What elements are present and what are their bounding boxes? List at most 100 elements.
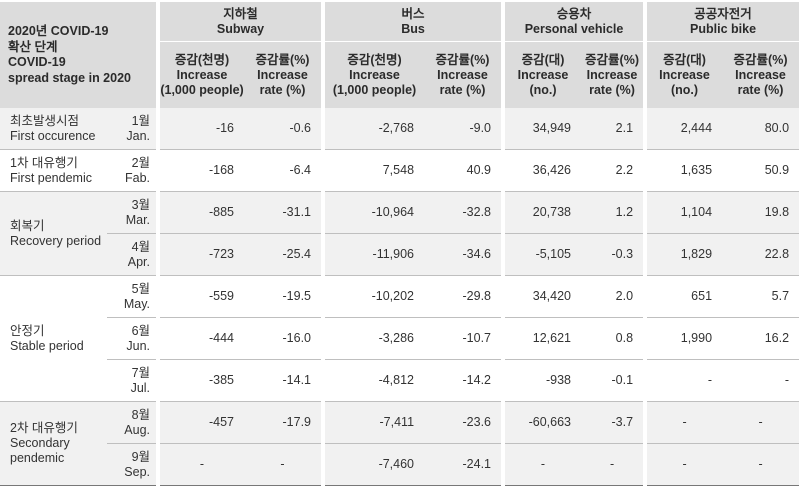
table-row: 6월 Jun. -444 -16.0 -3,286 -10.7 12,621 0.… [0,317,800,360]
value-cell: 16.2 [722,317,800,360]
month-cell: 6월 Jun. [107,317,161,360]
value-cell: -6.4 [244,149,326,192]
stage-title-line: 확산 단계 [8,39,58,54]
value-cell: 2.2 [581,149,648,192]
value-cell: -16 [158,108,245,150]
value-cell: -14.1 [244,359,326,402]
subcolumn-header: 증감률(%) Increase rate (%) [424,41,506,108]
table-row: 2차 대유행기 Secondary pendemic 8월 Aug. -457 -… [0,401,800,486]
value-cell: - [722,359,800,402]
value-cell: -60,663 [503,401,582,444]
month-cell: 7월 Jul. [107,359,161,402]
group-label-en: Subway [216,21,265,36]
value-cell: 20,738 [503,191,582,234]
value-cell: -2,768 [323,108,425,150]
value-cell: -7,411 [323,401,425,444]
group-label-en: Personal vehicle [524,21,624,36]
stage-title-line: 2020년 COVID-19 [8,24,109,38]
value-cell: -0.1 [581,359,648,402]
value-cell: -559 [158,275,245,318]
value-cell: -5,105 [503,233,582,276]
subcolumn-header: 증감률(%) Increase rate (%) [722,41,800,108]
value-cell: -10.7 [424,317,506,360]
value-cell: -938 [503,359,582,402]
value-cell: - [722,401,800,444]
table-row: 7월 Jul. -385 -14.1 -4,812 -14.2 -938 -0.1… [0,359,800,402]
value-cell: -10,202 [323,275,425,318]
stage-cell: 안정기 Stable period [0,275,107,402]
value-cell: -3,286 [323,317,425,360]
value-cell: -4,812 [323,359,425,402]
value-cell: -31.1 [244,191,326,234]
value-cell: - [645,443,723,486]
value-cell: 50.9 [722,149,800,192]
value-cell: - [503,443,582,486]
value-cell: 651 [645,275,723,318]
value-cell: -25.4 [244,233,326,276]
value-cell: 34,949 [503,108,582,150]
value-cell: - [645,401,723,444]
value-cell: 7,548 [323,149,425,192]
value-cell: -885 [158,191,245,234]
group-label-ko: 승용차 [556,6,592,21]
group-header-subway: 지하철 Subway [158,2,326,42]
value-cell: -0.6 [244,108,326,150]
value-cell: 5.7 [722,275,800,318]
value-cell: -17.9 [244,401,326,444]
month-cell: 2월 Fab. [107,149,161,192]
value-cell: 2,444 [645,108,723,150]
value-cell: -24.1 [424,443,506,486]
value-cell: - [244,443,326,486]
value-cell: -34.6 [424,233,506,276]
table-row: 최초발생시점 First occurence 1월 Jan. -16 -0.6 -… [0,108,800,150]
value-cell: - [158,443,245,486]
value-cell: -23.6 [424,401,506,444]
value-cell: 80.0 [722,108,800,150]
value-cell: 12,621 [503,317,582,360]
table-row: 9월 Sep. - - -7,460 -24.1 - - - - [0,443,800,486]
value-cell: 0.8 [581,317,648,360]
group-label-ko: 지하철 [223,6,258,21]
group-label-ko: 버스 [401,6,425,21]
group-label-en: Bus [401,21,425,36]
month-cell: 1월 Jan. [107,108,161,150]
value-cell: -168 [158,149,245,192]
value-cell: -444 [158,317,245,360]
stage-title-line: spread stage in 2020 [8,70,131,85]
subcolumn-header: 증감(대) Increase (no.) [503,41,582,108]
group-header-bus: 버스 Bus [323,2,506,42]
group-label-en: Public bike [690,21,757,36]
subcolumn-header: 증감률(%) Increase rate (%) [581,41,648,108]
value-cell: -7,460 [323,443,425,486]
month-cell: 5월 May. [107,275,161,318]
value-cell: -16.0 [244,317,326,360]
subcolumn-header: 증감(천명) Increase (1,000 people) [323,41,425,108]
stage-column-header: 2020년 COVID-19 확산 단계 COVID-19 spread sta… [0,2,161,108]
table-row: 1차 대유행기 First pendemic 2월 Fab. -168 -6.4 … [0,149,800,192]
stage-cell: 2차 대유행기 Secondary pendemic [0,401,107,486]
value-cell: -457 [158,401,245,444]
value-cell: - [645,359,723,402]
value-cell: - [722,443,800,486]
value-cell: 1,990 [645,317,723,360]
stage-cell: 1차 대유행기 First pendemic [0,149,107,192]
value-cell: 1,829 [645,233,723,276]
month-cell: 4월 Apr. [107,233,161,276]
subcolumn-header: 증감(대) Increase (no.) [645,41,723,108]
value-cell: -0.3 [581,233,648,276]
value-cell: -3.7 [581,401,648,444]
value-cell: -19.5 [244,275,326,318]
stage-cell: 최초발생시점 First occurence [0,108,107,150]
value-cell: -10,964 [323,191,425,234]
group-label-ko: 공공자전거 [694,6,752,21]
value-cell: -723 [158,233,245,276]
month-cell: 9월 Sep. [107,443,161,486]
value-cell: 19.8 [722,191,800,234]
subcolumn-header: 증감률(%) Increase rate (%) [244,41,326,108]
value-cell: -11,906 [323,233,425,276]
value-cell: 2.1 [581,108,648,150]
value-cell: 1.2 [581,191,648,234]
value-cell: 2.0 [581,275,648,318]
value-cell: 1,104 [645,191,723,234]
